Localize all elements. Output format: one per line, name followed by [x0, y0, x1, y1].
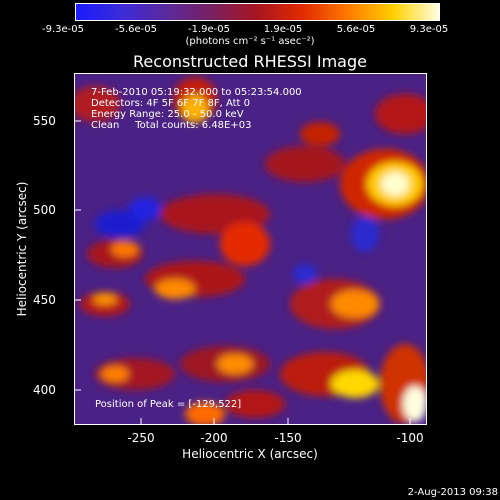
image-heatmap — [75, 74, 426, 424]
heatmap-blob — [93, 293, 117, 305]
heatmap-blob — [331, 290, 379, 318]
y-axis-label: Heliocentric Y (arcsec) — [15, 181, 29, 317]
x-tick-label: -100 — [396, 431, 424, 445]
x-tick-label: -250 — [127, 431, 155, 445]
energy-range-info: Energy Range: 25.0 - 50.0 keV — [91, 109, 244, 120]
heatmap-blob — [225, 390, 285, 418]
peak-position-info: Position of Peak = [-129,522] — [95, 399, 242, 410]
heatmap-blob — [95, 210, 145, 238]
colorbar-tick-label: 5.6e-05 — [336, 24, 376, 35]
heatmap-blob — [217, 354, 253, 374]
colorbar-tick-label: -5.6e-05 — [115, 24, 157, 35]
heatmap-blob — [300, 122, 340, 146]
plot-timestamp: 2-Aug-2013 09:38 — [407, 487, 498, 498]
observation-time-range: 7-Feb-2010 05:19:32.000 to 05:23:54.000 — [91, 87, 302, 98]
x-tick-label: -150 — [274, 431, 302, 445]
image-plot: 7-Feb-2010 05:19:32.000 to 05:23:54.000 … — [74, 73, 427, 425]
colorbar-tick-label: -1.9e-05 — [188, 24, 230, 35]
heatmap-blob — [375, 94, 426, 134]
x-axis-label: Heliocentric X (arcsec) — [182, 447, 318, 461]
colorbar — [75, 3, 440, 21]
heatmap-blob — [155, 279, 195, 299]
y-tick-label: 500 — [33, 203, 56, 217]
heatmap-blob — [331, 370, 379, 398]
heatmap-blob — [351, 216, 379, 252]
heatmap-blob — [111, 241, 139, 257]
plot-title: Reconstructed RHESSI Image — [133, 52, 367, 71]
y-tick-label: 550 — [33, 114, 56, 128]
heatmap-blob — [403, 386, 426, 422]
detectors-info: Detectors: 4F 5F 6F 7F 8F, Att 0 — [91, 98, 251, 109]
heatmap-blob — [101, 366, 129, 382]
colorbar-tick-label: 1.9e-05 — [263, 24, 303, 35]
x-tick-label: -200 — [200, 431, 228, 445]
colorbar-tick-labels: -9.3e-05 -5.6e-05 -1.9e-05 1.9e-05 5.6e-… — [40, 24, 480, 38]
heatmap-blob — [265, 146, 345, 182]
heatmap-blob — [293, 264, 317, 284]
colorbar-tick-label: -9.3e-05 — [42, 24, 84, 35]
heatmap-blob — [129, 197, 161, 221]
colorbar-tick-label: 9.3e-05 — [409, 24, 449, 35]
heatmap-blob — [220, 222, 270, 266]
colorbar-unit-label: (photons cm⁻² s⁻¹ asec⁻²) — [185, 36, 315, 47]
y-tick-label: 450 — [33, 293, 56, 307]
heatmap-blob — [75, 86, 120, 122]
heatmap-blob — [181, 95, 209, 123]
heatmap-blob — [185, 402, 225, 424]
heatmap-blob — [381, 172, 409, 196]
y-tick-label: 400 — [33, 383, 56, 397]
algorithm-counts-info: Clean Total counts: 6.48E+03 — [91, 120, 252, 131]
